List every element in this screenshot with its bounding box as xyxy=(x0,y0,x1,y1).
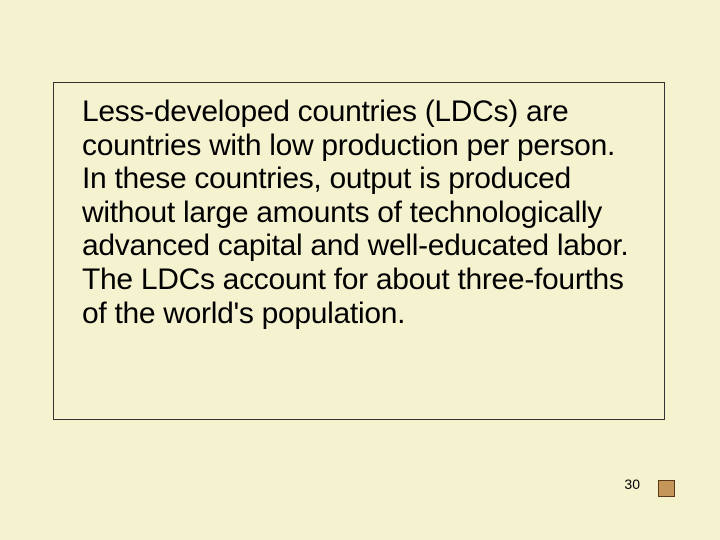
content-box: Less-developed countries (LDCs) are coun… xyxy=(53,82,665,420)
page-number: 30 xyxy=(624,476,640,492)
body-text: Less-developed countries (LDCs) are coun… xyxy=(82,95,642,330)
color-marker xyxy=(658,480,675,497)
